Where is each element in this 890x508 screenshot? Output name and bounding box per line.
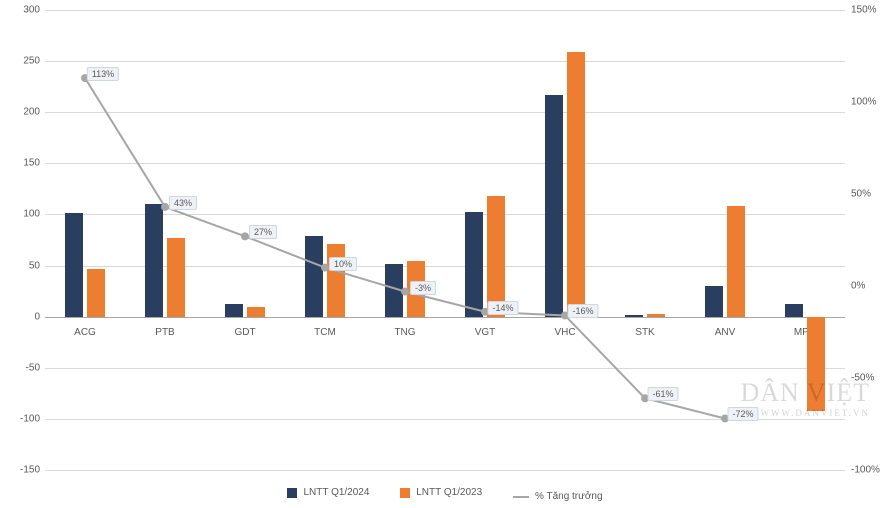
- line-marker: [401, 288, 409, 296]
- legend-swatch-2: [400, 488, 410, 498]
- legend-item-series2: LNTT Q1/2023: [400, 487, 482, 498]
- y-right-tick-label: 100%: [851, 97, 890, 108]
- line-data-label: 10%: [329, 257, 357, 271]
- gridline: [45, 470, 845, 471]
- chart-container: -150 -100 -50 0 50 100 150 200 250 300 -100% -50% 0%…: [0, 0, 890, 508]
- legend-label-1: LNTT Q1/2024: [303, 487, 369, 498]
- line-series-layer: [45, 10, 845, 470]
- y-left-tick-label: -50: [0, 362, 40, 373]
- y-right-tick-label: 50%: [851, 189, 890, 200]
- y-left-tick-label: -100: [0, 413, 40, 424]
- y-right-tick-label: 150%: [851, 5, 890, 16]
- y-left-tick-label: 250: [0, 56, 40, 67]
- line-data-label: 43%: [169, 196, 197, 210]
- line-data-label: 27%: [249, 225, 277, 239]
- y-left-tick-label: -150: [0, 465, 40, 476]
- legend-swatch-1: [287, 488, 297, 498]
- y-right-tick-label: -50%: [851, 373, 890, 384]
- y-left-tick-label: 200: [0, 107, 40, 118]
- y-left-tick-label: 300: [0, 5, 40, 16]
- legend-label-3: % Tăng trưởng: [535, 491, 603, 502]
- legend-item-line: % Tăng trưởng: [513, 491, 603, 502]
- growth-line: [85, 78, 725, 418]
- line-data-label: -16%: [567, 304, 598, 318]
- plot-area: -150-100-50050100150200250300-100%-50%0%…: [45, 10, 845, 470]
- y-right-tick-label: -100%: [851, 465, 890, 476]
- line-data-label: -61%: [647, 387, 678, 401]
- y-left-tick-label: 150: [0, 158, 40, 169]
- line-data-label: -14%: [487, 301, 518, 315]
- y-left-tick-label: 0: [0, 311, 40, 322]
- line-marker: [321, 264, 329, 272]
- legend: LNTT Q1/2024 LNTT Q1/2023 % Tăng trưởng: [0, 487, 890, 502]
- legend-line-swatch: [513, 496, 529, 498]
- line-data-label: -72%: [727, 407, 758, 421]
- line-data-label: -3%: [410, 281, 436, 295]
- legend-item-series1: LNTT Q1/2024: [287, 487, 369, 498]
- legend-label-2: LNTT Q1/2023: [416, 487, 482, 498]
- y-left-tick-label: 50: [0, 260, 40, 271]
- line-data-label: 113%: [87, 67, 119, 81]
- y-right-tick-label: 0%: [851, 281, 890, 292]
- y-left-tick-label: 100: [0, 209, 40, 220]
- line-marker: [241, 232, 249, 240]
- line-marker: [161, 203, 169, 211]
